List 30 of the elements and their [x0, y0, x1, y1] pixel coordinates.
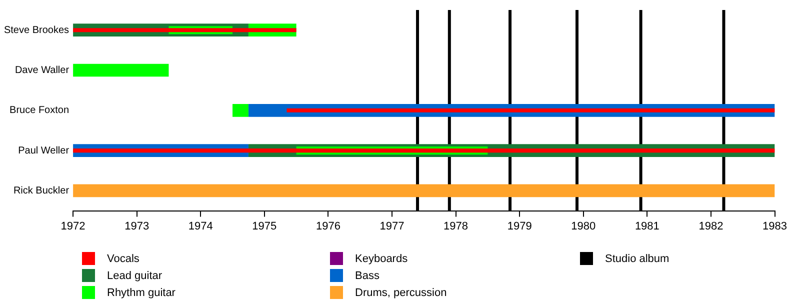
bar — [73, 64, 169, 77]
legend-label: Vocals — [107, 252, 140, 264]
bar — [73, 28, 296, 32]
y-tick-label: Paul Weller — [18, 145, 70, 156]
x-tick-label: 1975 — [252, 220, 277, 232]
legend-label: Rhythm guitar — [107, 286, 176, 298]
y-tick-label: Bruce Foxton — [10, 105, 70, 116]
x-tick-label: 1976 — [316, 220, 340, 232]
legend-label: Drums, percussion — [355, 286, 447, 298]
legend-label: Studio album — [605, 252, 670, 264]
x-tick-label: 1978 — [444, 220, 468, 232]
x-tick-label: 1977 — [380, 220, 404, 232]
x-tick-label: 1974 — [188, 220, 213, 232]
x-tick-label: 1981 — [634, 220, 660, 232]
bar — [286, 108, 775, 112]
y-tick-label: Steve Brookes — [4, 24, 70, 36]
x-tick-label: 1973 — [124, 220, 150, 232]
legend-label: Keyboards — [355, 252, 408, 264]
x-tick-label: 1979 — [507, 220, 532, 232]
legend-label: Bass — [355, 270, 380, 282]
y-tick-label: Dave Waller — [14, 64, 70, 76]
bar — [232, 104, 248, 117]
legend-label: Lead guitar — [107, 270, 162, 282]
x-tick-label: 1983 — [762, 220, 788, 232]
x-tick-label: 1972 — [60, 220, 86, 232]
y-tick-label: Rick Buckler — [13, 185, 70, 196]
x-tick-label: 1980 — [571, 220, 596, 232]
bar — [73, 148, 775, 153]
bar — [73, 184, 775, 198]
x-tick-label: 1982 — [698, 220, 724, 232]
